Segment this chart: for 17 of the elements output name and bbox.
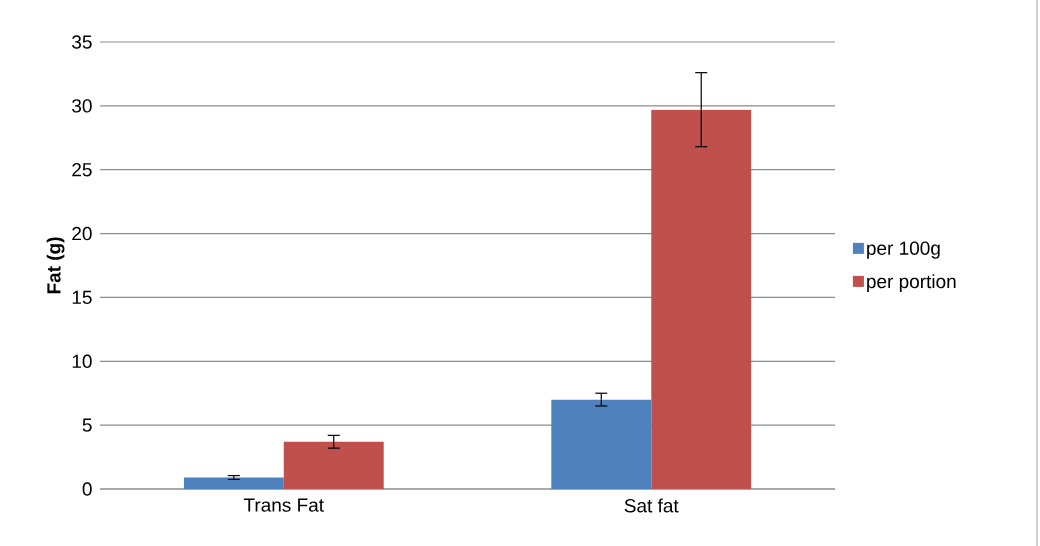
y-tick-label: 35 [72,35,92,49]
bar [551,399,652,489]
y-tick-label: 0 [82,482,92,496]
bar [651,109,752,489]
legend-label: per 100g [867,241,940,259]
y-axis-title: Fat (g) [46,237,65,294]
bar [283,441,384,489]
y-tick-label: 10 [72,354,92,369]
legend-label: per portion [867,274,956,292]
y-tick-label: 20 [72,226,92,241]
bar [183,477,284,489]
x-tick-label: Sat fat [624,498,679,513]
y-tick-label: 15 [72,290,92,305]
y-tick-label: 5 [82,418,92,432]
y-tick-label: 30 [72,99,92,113]
y-tick-label: 25 [72,162,92,177]
x-tick-label: Trans Fat [243,498,324,512]
